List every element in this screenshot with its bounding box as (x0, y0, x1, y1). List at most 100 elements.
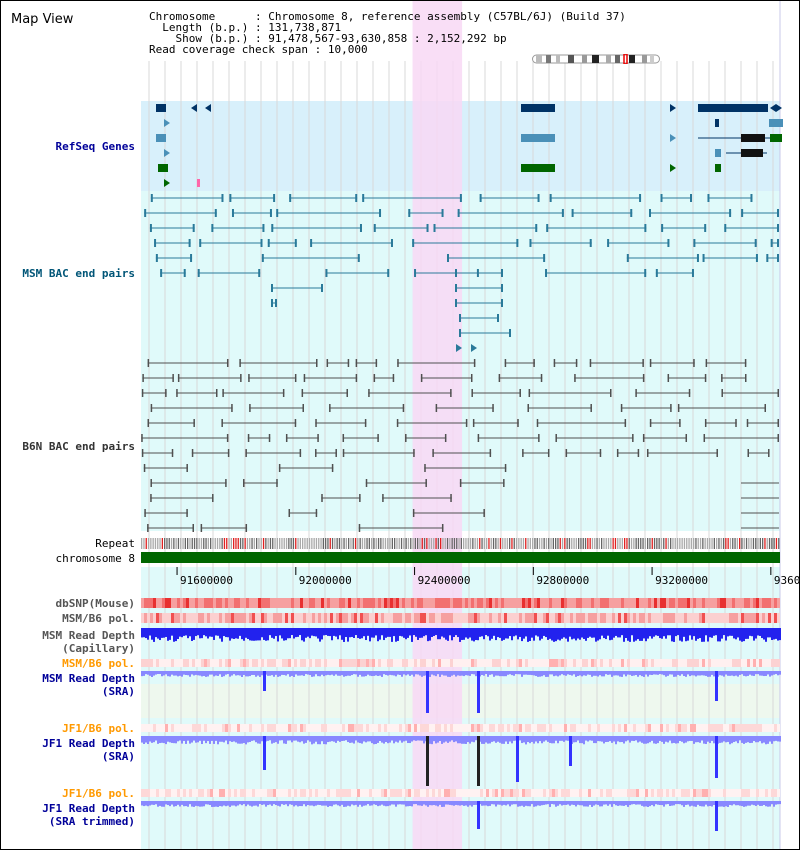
heat-cell (258, 789, 261, 797)
track-label-msm-depth-sra[interactable]: MSM Read Depth (SRA) (5, 672, 135, 698)
depth-bar (141, 736, 143, 743)
bac-end-marker (315, 509, 318, 517)
heat-cell (537, 724, 540, 732)
heat-cell (159, 598, 162, 608)
track-label-msm-depth-capillary[interactable]: MSM Read Depth (Capillary) (5, 629, 135, 655)
heat-cell (282, 613, 285, 623)
depth-bar (215, 628, 217, 636)
track-label-jf1-depth-trimmed[interactable]: JF1 Read Depth (SRA trimmed) (5, 802, 135, 828)
depth-bar (201, 671, 203, 677)
depth-bar (269, 736, 271, 741)
heat-cell (327, 598, 330, 608)
heat-cell (624, 789, 627, 797)
heat-cell (345, 613, 348, 623)
depth-bar (767, 628, 769, 638)
bac-end-marker (396, 419, 399, 427)
depth-bar (583, 801, 585, 807)
track-label-chromosome[interactable]: chromosome 8 (55, 552, 135, 565)
heat-cell (348, 724, 351, 732)
repeat-mark (676, 538, 679, 549)
bac-end-marker (321, 284, 323, 292)
bac-end-marker (150, 404, 153, 412)
heat-cell (729, 724, 732, 732)
track-label-jf1-b6-pol-2[interactable]: JF1/B6 pol. (62, 787, 135, 800)
track-label-msm-b6-pol-1[interactable]: MSM/B6 pol. (62, 612, 135, 625)
heat-cell (756, 659, 759, 667)
depth-bar (721, 671, 723, 676)
heat-cell (189, 659, 192, 667)
depth-bar (543, 628, 545, 636)
depth-bar (297, 628, 299, 637)
depth-bar (621, 801, 623, 806)
repeat-mark (143, 538, 145, 549)
depth-bar (557, 628, 559, 640)
heat-cell (405, 659, 408, 667)
repeat-mark (242, 538, 244, 549)
depth-bar (701, 736, 703, 741)
repeat-mark (465, 538, 467, 549)
heat-cell (765, 659, 768, 667)
repeat-mark (598, 538, 600, 549)
depth-bar (747, 801, 749, 806)
depth-bar (771, 671, 773, 676)
gene-block (521, 164, 555, 172)
track-label-repeat[interactable]: Repeat (95, 537, 135, 550)
depth-bar (495, 628, 497, 641)
heat-cell (624, 613, 627, 623)
bac-end-marker (245, 524, 248, 532)
heat-cell (651, 724, 654, 732)
depth-bar (341, 801, 343, 805)
depth-bar (361, 671, 363, 677)
track-label-dbsnp[interactable]: dbSNP(Mouse) (55, 597, 135, 610)
depth-bar (777, 736, 779, 742)
heat-cell (141, 724, 144, 732)
heat-cell (609, 724, 612, 732)
depth-bar (591, 801, 593, 807)
depth-bar (279, 628, 281, 636)
depth-bar (443, 736, 445, 743)
heat-cell (141, 613, 144, 623)
heat-cell (690, 724, 693, 732)
heat-cell (351, 613, 354, 623)
repeat-mark (421, 538, 423, 549)
repeat-mark (373, 538, 375, 549)
depth-bar (577, 801, 579, 805)
heat-cell (714, 724, 717, 732)
bac-end-marker (373, 224, 376, 232)
chromosome-ideogram[interactable] (532, 54, 660, 64)
msm-depth-sra-line2: (SRA) (101, 685, 135, 698)
heat-cell (174, 613, 177, 623)
depth-bar (499, 628, 501, 638)
depth-bar (197, 671, 199, 676)
track-label-jf1-b6-pol-1[interactable]: JF1/B6 pol. (62, 722, 135, 735)
repeat-mark (571, 538, 573, 549)
track-label-b6n-bac[interactable]: B6N BAC end pairs (22, 440, 135, 453)
depth-bar (173, 671, 175, 676)
track-label-msm-b6-pol-2[interactable]: MSM/B6 pol. (62, 657, 135, 670)
depth-bar (567, 736, 569, 741)
repeat-mark (435, 538, 437, 549)
track-label-msm-bac[interactable]: MSM BAC end pairs (22, 267, 135, 280)
repeat-mark (555, 538, 557, 549)
depth-bar (353, 736, 355, 744)
bac-end-marker (649, 419, 652, 427)
repeat-mark (541, 538, 543, 549)
track-label-jf1-depth-sra[interactable]: JF1 Read Depth (SRA) (5, 737, 135, 763)
bac-end-marker (414, 269, 417, 277)
depth-bar (661, 801, 663, 806)
bac-end-marker (192, 524, 194, 532)
depth-bar (447, 801, 449, 805)
bac-end-marker (303, 374, 306, 382)
depth-bar (381, 671, 383, 677)
depth-bar (705, 671, 707, 676)
heat-cell (600, 659, 603, 667)
heat-cell (468, 724, 471, 732)
heat-cell (300, 659, 303, 667)
depth-bar (271, 736, 273, 744)
heat-cell (147, 659, 150, 667)
depth-bar (533, 628, 535, 641)
depth-bar (209, 736, 211, 744)
depth-bar (417, 736, 419, 741)
track-label-refseq[interactable]: RefSeq Genes (55, 140, 135, 153)
